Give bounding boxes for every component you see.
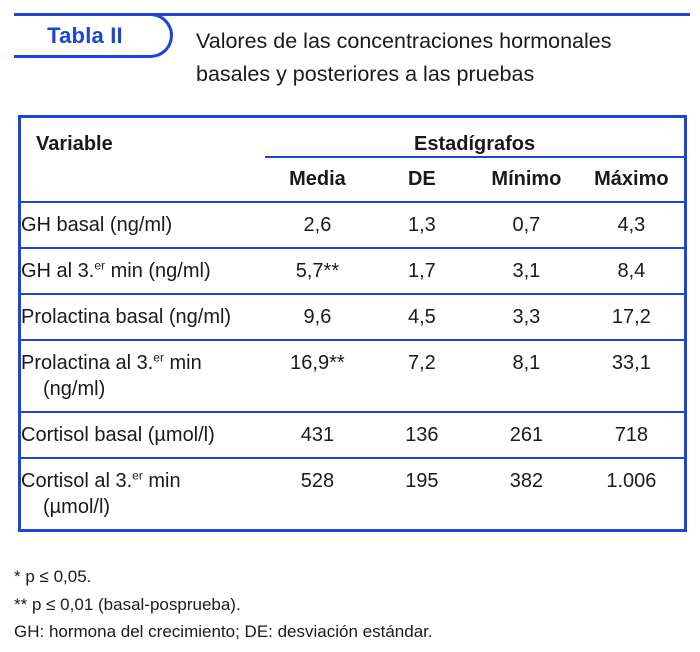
table-title-line2: basales y posteriores a las pruebas <box>196 62 535 86</box>
cell-value: 431 <box>300 424 335 446</box>
row-variable-label: Prolactina al 3.er min (ng/ml) <box>20 340 266 412</box>
cell-value: 1,3 <box>407 214 436 236</box>
cell-value: 8,4 <box>617 260 646 282</box>
cell-value: 528 <box>300 470 335 492</box>
row-variable-label: GH basal (ng/ml) <box>21 214 173 236</box>
row-variable-label: Cortisol al 3.er min (µmol/l) <box>20 458 266 531</box>
table-row: Prolactina basal (ng/ml) 9,6 4,5 3,3 17,2 <box>19 294 686 340</box>
cell-value: 33,1 <box>611 352 651 374</box>
column-group-header-estadigrafos: Estadígrafos <box>265 116 686 158</box>
table-header: Variable Estadígrafos Media DE Mínimo Má… <box>20 116 686 203</box>
column-header-de: DE <box>407 168 436 190</box>
row-variable-label-unit-line: (ng/ml) <box>43 378 106 400</box>
row-variable-label-unit-line: (µmol/l) <box>43 496 111 518</box>
table-header-group-row: Variable Estadígrafos <box>20 116 686 158</box>
row-variable-label: Prolactina basal (ng/ml) <box>21 306 232 328</box>
table-body: GH basal (ng/ml) 2,6 1,3 0,7 4,3 GH al 3.er m… <box>19 202 686 531</box>
cell-value: 195 <box>405 470 439 492</box>
column-header-maximo: Máximo <box>594 168 669 190</box>
cell-value: 16,9** <box>290 352 345 374</box>
cell-value: 9,6 <box>303 306 332 328</box>
column-header-variable: Variable <box>36 133 113 155</box>
cell-value: 2,6 <box>303 214 332 236</box>
cell-value: 3,3 <box>512 306 541 328</box>
column-header-minimo: Mínimo <box>491 168 562 190</box>
ordinal-superscript: er <box>94 258 106 273</box>
cell-value: 136 <box>405 424 439 446</box>
table-title-line1: Valores de las concentraciones hormonale… <box>196 29 612 53</box>
column-header-media: Media <box>289 168 346 190</box>
footnote-abbrev: GH: hormona del crecimiento; DE: desviac… <box>14 622 433 641</box>
cell-value: 718 <box>614 424 649 446</box>
table-row: GH basal (ng/ml) 2,6 1,3 0,7 4,3 <box>19 202 686 248</box>
header-rule-line <box>14 13 690 16</box>
cell-value: 5,7** <box>295 260 340 282</box>
row-variable-label: GH al 3.er min (ng/ml) <box>21 258 211 282</box>
table-number-tab: Tabla II <box>14 13 173 58</box>
table-row: Cortisol al 3.er min (µmol/l) 528 195 382 1.0… <box>19 458 686 531</box>
ordinal-superscript: er <box>153 350 164 365</box>
cell-value: 0,7 <box>512 214 541 236</box>
cell-value: 4,5 <box>407 306 436 328</box>
cell-value: 3,1 <box>512 260 541 282</box>
cell-value: 17,2 <box>611 306 651 328</box>
table-row: Cortisol basal (µmol/l) 431 136 261 718 <box>19 412 686 458</box>
cell-value: 4,3 <box>617 214 646 236</box>
table-row: Prolactina al 3.er min (ng/ml) 16,9** 7,2 8,… <box>19 340 686 412</box>
footnote-p001: ** p ≤ 0,01 (basal-posprueba). <box>14 594 241 614</box>
cell-value: 1.006 <box>606 470 657 492</box>
cell-value: 7,2 <box>407 352 436 374</box>
table-row: GH al 3.er min (ng/ml) 5,7** 1,7 3,1 8,4 <box>19 248 686 294</box>
ordinal-superscript: er <box>132 468 143 483</box>
cell-value: 1,7 <box>407 260 436 282</box>
cell-value: 8,1 <box>512 352 541 374</box>
cell-value: 382 <box>509 470 544 492</box>
table-number-label: Tabla II <box>47 22 123 48</box>
row-variable-label: Cortisol basal (µmol/l) <box>21 424 215 446</box>
footnotes: * p ≤ 0,05. ** p ≤ 0,01 (basal-posprueba… <box>14 563 433 646</box>
footnote-p005: * p ≤ 0,05. <box>14 567 92 586</box>
hormone-values-table: Variable Estadígrafos Media DE Mínimo Má… <box>18 115 687 532</box>
table-subheader-row: Media DE Mínimo Máximo <box>20 157 686 202</box>
cell-value: 261 <box>509 424 544 446</box>
table-title: Valores de las concentraciones hormonale… <box>196 25 612 91</box>
